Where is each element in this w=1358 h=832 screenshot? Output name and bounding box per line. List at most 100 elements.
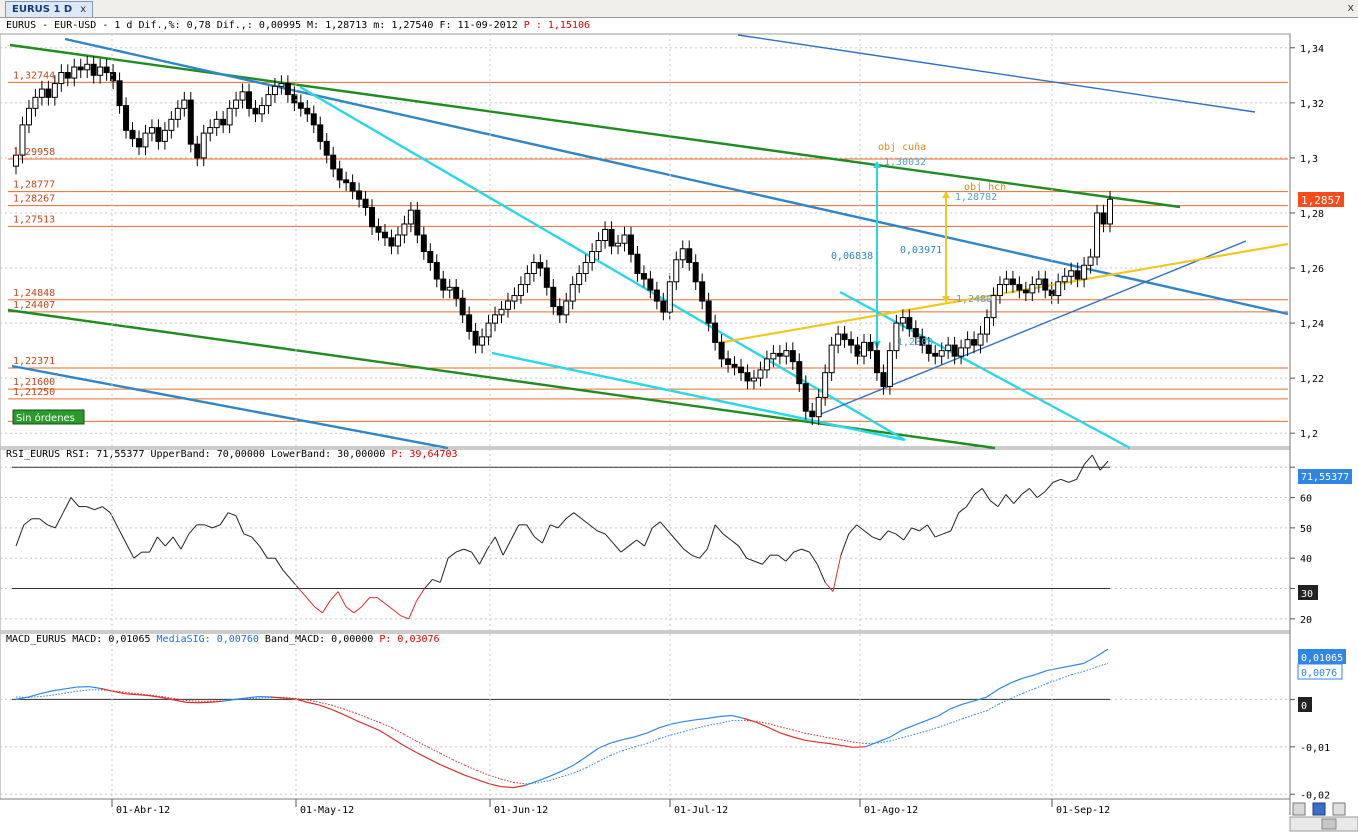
signal-segment: [671, 731, 684, 736]
candle-body: [744, 372, 751, 382]
rsi-segment: [550, 524, 559, 529]
candle-body: [608, 228, 615, 247]
x-tick-label: 01-Sep-12: [1056, 805, 1110, 816]
x-tick-label: 01-Jul-12: [674, 805, 728, 816]
rsi-segment: [895, 533, 905, 541]
candle-body: [1100, 212, 1107, 225]
rsi-segment: [471, 551, 480, 565]
macd-segment: [319, 704, 332, 710]
candle-body: [174, 107, 181, 120]
rsi-segment: [86, 506, 95, 511]
rsi-segment: [212, 524, 221, 529]
macd-segment: [270, 696, 283, 699]
rsi-segment: [942, 530, 952, 535]
candle-body: [459, 297, 466, 316]
rsi-segment: [1021, 488, 1030, 495]
signal-segment: [1059, 674, 1072, 680]
level-label: 1,24407: [13, 300, 55, 311]
zoom-icon[interactable]: [1292, 802, 1306, 816]
candle-body: [362, 198, 369, 208]
rsi-segment: [816, 564, 826, 583]
rsi-segment: [157, 536, 166, 547]
rsi-segment: [219, 512, 229, 526]
macd-segment: [149, 695, 162, 699]
signal-segment: [234, 698, 247, 701]
tab-close-icon[interactable]: x: [80, 4, 87, 15]
macd-segment: [15, 696, 29, 700]
level-label: 1,21600: [13, 377, 55, 388]
signal-segment: [307, 699, 320, 703]
candle-body: [841, 333, 848, 341]
macd-segment: [1083, 656, 1097, 664]
candle-body: [705, 300, 712, 324]
rsi-segment: [966, 494, 975, 507]
signal-segment: [901, 734, 914, 739]
signal-segment: [379, 722, 393, 729]
signal-segment: [622, 746, 635, 752]
signal-segment: [343, 708, 356, 714]
rsi-segment: [864, 530, 873, 538]
rsi-segment: [235, 515, 245, 535]
price-header-p-label: P :: [523, 20, 542, 31]
rsi-segment: [463, 548, 472, 553]
blue-channel-bottom: [11, 364, 449, 450]
level-label: 1,21250: [13, 387, 55, 398]
candle-body: [1022, 289, 1029, 294]
candle-body: [1061, 275, 1068, 283]
tab-bar: EURUS 1 D x x: [0, 0, 1358, 18]
candle-body: [64, 72, 71, 79]
candle-body: [725, 358, 732, 365]
rsi-segment: [345, 606, 355, 614]
cyan-wedge-top: [299, 85, 906, 442]
rsi-segment: [23, 518, 33, 526]
rsi-segment: [62, 497, 72, 513]
rsi-segment: [353, 606, 362, 614]
signal-segment: [756, 720, 769, 725]
candle-body: [873, 350, 880, 374]
candle-body: [738, 366, 745, 374]
macd-segment: [610, 739, 623, 744]
rsi-segment: [981, 488, 991, 501]
macd-segment: [100, 687, 114, 692]
candle-body: [142, 132, 149, 148]
signal-segment: [125, 691, 138, 695]
save-icon[interactable]: [1312, 802, 1326, 816]
macd-segment: [307, 701, 320, 706]
signal-segment: [719, 720, 732, 724]
signal-segment: [986, 703, 1000, 712]
rsi-segment: [652, 521, 661, 529]
macd-segment: [52, 688, 65, 692]
candle-body: [621, 234, 628, 244]
scrollbar-thumb[interactable]: [1321, 818, 1337, 830]
candle-body: [38, 88, 45, 98]
macd-segment: [671, 721, 684, 725]
tab-eurus[interactable]: EURUS 1 D x: [5, 1, 94, 17]
macd-segment: [792, 736, 805, 741]
macd-segment: [1047, 667, 1060, 672]
signal-segment: [1095, 662, 1109, 668]
candle-body: [427, 251, 434, 264]
candle-body: [388, 237, 395, 247]
candle-body: [440, 278, 447, 291]
signal-segment: [658, 734, 672, 740]
macd-segment: [367, 724, 381, 732]
candle-body: [880, 372, 887, 387]
rsi-segment: [486, 536, 496, 550]
blue-upper-line: [737, 34, 1256, 113]
window-close-icon[interactable]: x: [1347, 1, 1354, 14]
cyan-line-2: [839, 290, 1131, 450]
candle-body: [1087, 256, 1094, 266]
signal-segment: [476, 770, 490, 776]
candle-body: [446, 286, 453, 291]
price-header-text: EURUS - EUR-USD - 1 d Dif.,%: 0,78 Dif.,…: [6, 20, 518, 31]
signal-segment: [1071, 670, 1084, 676]
signal-segment: [1035, 682, 1048, 689]
level-label: 1,27513: [13, 214, 55, 225]
price-header-p-value: 1,15106: [547, 20, 591, 31]
macd-segment: [549, 770, 563, 777]
print-icon[interactable]: [1332, 802, 1346, 816]
rsi-segment: [416, 588, 425, 601]
rsi-segment: [1036, 491, 1046, 498]
orders-badge[interactable]: [12, 409, 85, 425]
candle-body: [686, 248, 693, 264]
